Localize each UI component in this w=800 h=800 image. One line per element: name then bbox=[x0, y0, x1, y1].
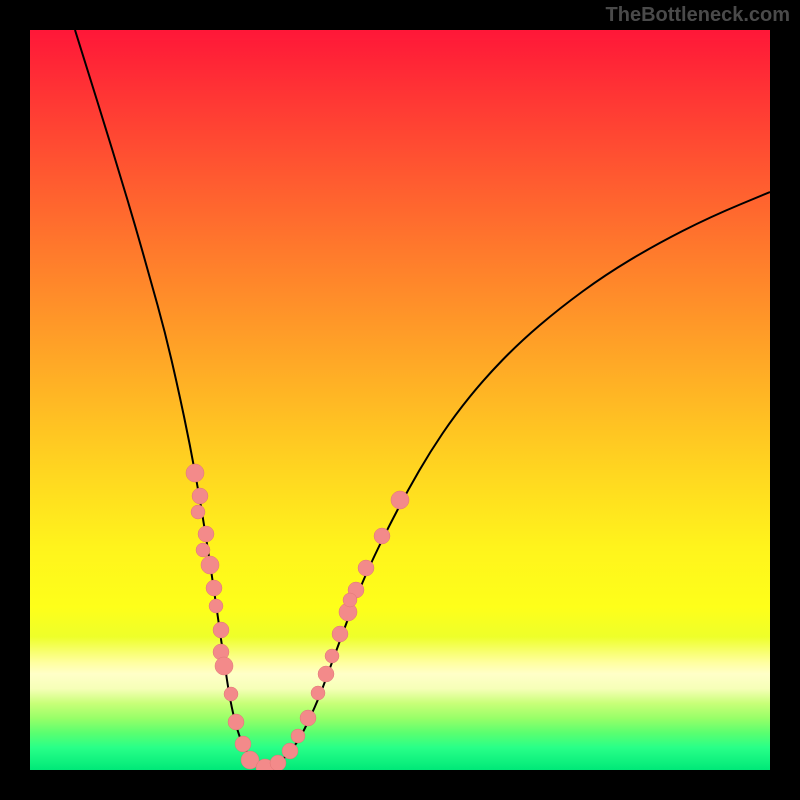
scatter-point bbox=[332, 626, 348, 642]
scatter-point bbox=[186, 464, 204, 482]
watermark-text: TheBottleneck.com bbox=[606, 4, 790, 27]
curve-layer bbox=[30, 30, 770, 770]
scatter-point bbox=[374, 528, 390, 544]
curve-left-branch bbox=[75, 30, 264, 767]
scatter-point bbox=[209, 599, 223, 613]
scatter-point bbox=[358, 560, 374, 576]
scatter-point bbox=[311, 686, 325, 700]
scatter-point bbox=[206, 580, 222, 596]
scatter-point bbox=[228, 714, 244, 730]
scatter-point bbox=[318, 666, 334, 682]
scatter-point bbox=[291, 729, 305, 743]
scatter-point bbox=[224, 687, 238, 701]
curve-right-branch bbox=[264, 192, 770, 767]
scatter-point bbox=[215, 657, 233, 675]
scatter-point bbox=[235, 736, 251, 752]
scatter-point bbox=[192, 488, 208, 504]
scatter-point bbox=[391, 491, 409, 509]
plot-area bbox=[30, 30, 770, 770]
outer-frame: TheBottleneck.com bbox=[0, 0, 800, 800]
scatter-point bbox=[191, 505, 205, 519]
scatter-point bbox=[196, 543, 210, 557]
scatter-point bbox=[270, 755, 286, 770]
scatter-point bbox=[343, 593, 357, 607]
scatter-points bbox=[186, 464, 409, 770]
scatter-point bbox=[300, 710, 316, 726]
scatter-point bbox=[201, 556, 219, 574]
scatter-point bbox=[198, 526, 214, 542]
scatter-point bbox=[213, 622, 229, 638]
scatter-point bbox=[325, 649, 339, 663]
scatter-point bbox=[282, 743, 298, 759]
